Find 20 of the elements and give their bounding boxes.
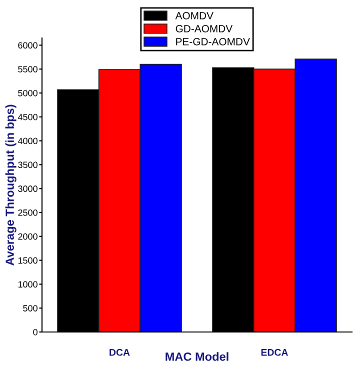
y-tick-label: 1500	[18, 257, 38, 264]
x-axis-title: MAC Model	[166, 352, 228, 361]
y-tick-label: 5500	[18, 66, 38, 72]
x-tick-label: DCA	[110, 348, 130, 356]
y-tick-label: 3500	[18, 162, 38, 168]
y-tick-label: 0	[33, 328, 38, 336]
legend-label: GD-AOMDV	[176, 25, 233, 32]
y-tick-label: 4500	[18, 114, 38, 120]
y-axis-title: Average Throughput (in bps)	[5, 104, 16, 266]
y-tick-label: 1000	[18, 281, 38, 288]
y-tick-label: 5000	[18, 90, 38, 96]
y-tick-label: 500	[23, 305, 38, 312]
legend-label: PE-GD-AOMDV	[176, 38, 250, 46]
x-tick-label: EDCA	[261, 348, 288, 356]
y-tick-label: 6000	[18, 42, 38, 49]
y-tick-label: 2000	[18, 233, 38, 240]
legend-label: AOMDV	[175, 12, 214, 20]
y-tick-label: 2500	[18, 209, 38, 216]
y-tick-label: 4000	[18, 138, 38, 144]
y-tick-label: 3000	[18, 186, 38, 192]
